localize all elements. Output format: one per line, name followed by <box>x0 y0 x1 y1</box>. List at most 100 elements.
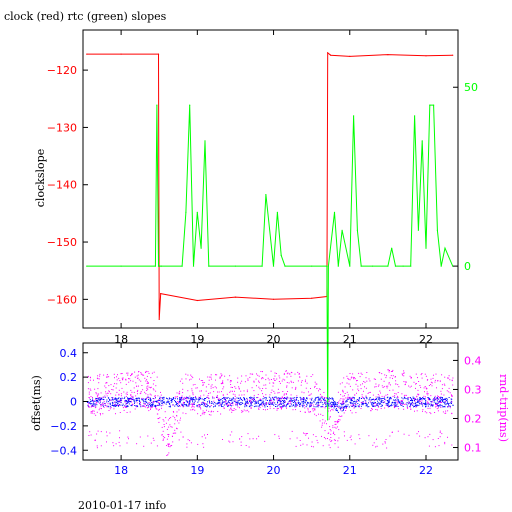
rnd-trip-point <box>421 377 423 379</box>
rnd-trip-point <box>380 392 381 394</box>
offset-point <box>331 398 333 400</box>
offset-point <box>423 402 425 404</box>
chart-title: clock (red) rtc (green) slopes <box>4 10 167 23</box>
offset-point <box>170 400 172 401</box>
offset-point <box>225 404 227 406</box>
rnd-trip-point <box>148 386 150 388</box>
rnd-trip-point <box>397 401 399 403</box>
rnd-trip-point <box>139 393 141 395</box>
offset-point <box>276 398 278 400</box>
offset-point <box>335 402 336 404</box>
rnd-trip-point <box>105 405 107 407</box>
rnd-trip-point <box>285 393 287 395</box>
offset-point <box>115 399 117 401</box>
rnd-trip-point <box>230 408 232 410</box>
rtc-point <box>425 247 427 249</box>
rnd-trip-point <box>390 375 392 377</box>
offset-point <box>188 403 190 405</box>
rtc-point <box>181 265 183 267</box>
offset-point <box>237 402 239 404</box>
rnd-trip-point <box>101 408 102 410</box>
rnd-trip-point <box>208 383 210 385</box>
offset-point <box>179 400 181 402</box>
offset-point <box>144 399 146 401</box>
rnd-trip-point <box>404 394 406 396</box>
offset-point <box>129 398 131 399</box>
offset-point <box>282 398 284 400</box>
slopes-y-axis-label: clockslope <box>34 149 47 207</box>
offset-point <box>216 402 218 404</box>
offset-point <box>95 397 97 399</box>
rnd-trip-point <box>394 393 396 394</box>
rnd-trip-point <box>126 372 128 374</box>
offset-point <box>382 405 383 407</box>
offset-point <box>155 405 157 407</box>
rnd-trip-point <box>451 401 453 403</box>
rnd-trip-point <box>187 402 189 404</box>
rnd-trip-point <box>304 411 306 413</box>
offset-point <box>381 401 383 403</box>
rnd-trip-point <box>413 381 415 383</box>
offset-point <box>372 398 374 400</box>
offset-point <box>414 406 415 407</box>
offset-point <box>96 404 98 406</box>
rnd-trip-point <box>142 406 144 407</box>
rnd-trip-point <box>230 384 232 385</box>
rnd-trip-point <box>270 400 272 402</box>
rnd-trip-point <box>360 401 362 403</box>
rnd-trip-point <box>253 381 255 383</box>
offset-point <box>114 397 116 399</box>
rnd-trip-point <box>340 398 342 400</box>
offset-point <box>428 397 430 399</box>
rnd-trip-point <box>437 438 439 439</box>
offset-point <box>224 399 226 400</box>
rnd-trip-point <box>118 441 120 443</box>
rnd-trip-point <box>143 374 145 376</box>
offset-point <box>283 400 285 402</box>
rnd-trip-point <box>210 376 212 378</box>
rnd-trip-point <box>116 391 118 393</box>
rnd-trip-point <box>169 446 171 448</box>
offset-point <box>194 399 196 401</box>
rnd-trip-point <box>234 398 236 400</box>
offset-point <box>343 402 345 404</box>
rnd-trip-point <box>388 369 390 371</box>
rnd-trip-point <box>170 417 172 419</box>
rnd-trip-point <box>343 412 345 414</box>
rnd-trip-point <box>191 375 193 377</box>
rnd-trip-point <box>321 435 322 437</box>
offset-point <box>191 399 193 401</box>
offset-point <box>340 407 342 409</box>
offset-point <box>99 401 101 403</box>
rnd-trip-point <box>87 404 89 406</box>
offset-point <box>230 405 232 407</box>
offset-point <box>100 403 102 405</box>
rnd-trip-point <box>374 386 376 388</box>
rnd-trip-point <box>349 379 351 381</box>
offset-point <box>191 398 193 400</box>
rnd-trip-point <box>163 420 165 422</box>
rnd-trip-point <box>200 402 202 404</box>
rnd-trip-point <box>397 430 399 432</box>
rnd-trip-point <box>203 413 205 415</box>
rnd-trip-point <box>172 415 174 417</box>
rnd-trip-point <box>395 400 397 402</box>
rnd-trip-point <box>119 401 121 403</box>
offset-point <box>373 401 375 403</box>
rnd-trip-point <box>210 414 212 416</box>
rnd-trip-point <box>436 387 437 389</box>
rnd-trip-point <box>314 409 316 411</box>
rnd-trip-point <box>161 426 163 428</box>
offset-point <box>282 402 284 404</box>
rnd-trip-point <box>200 408 202 410</box>
offset-point <box>303 398 305 400</box>
offset-point <box>225 400 227 401</box>
rnd-trip-point <box>340 394 342 396</box>
rnd-trip-point <box>436 408 438 410</box>
rnd-trip-point <box>301 380 303 382</box>
rnd-trip-point <box>203 402 205 404</box>
offset-point <box>183 405 185 407</box>
offset-point <box>420 397 421 399</box>
offset-point <box>307 403 309 404</box>
offset-point <box>439 401 441 403</box>
